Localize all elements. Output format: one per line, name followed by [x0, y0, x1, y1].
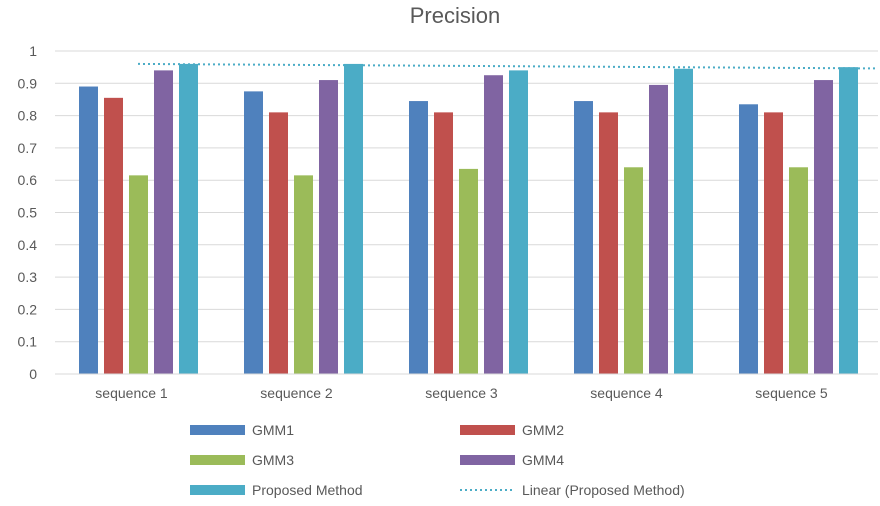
legend-label: GMM3 — [252, 452, 294, 468]
legend-label: Proposed Method — [252, 482, 363, 498]
x-tick-label: sequence 4 — [590, 385, 663, 401]
bar-gmm4 — [484, 75, 503, 374]
legend-swatch — [460, 425, 515, 435]
y-tick-label: 0.2 — [18, 301, 38, 317]
bar-gmm1 — [409, 101, 428, 374]
bar-gmm3 — [294, 175, 313, 374]
chart-title: Precision — [410, 3, 500, 28]
y-tick-label: 0.4 — [18, 237, 38, 253]
x-tick-label: sequence 2 — [260, 385, 333, 401]
bar-proposed-method — [839, 67, 858, 375]
y-tick-label: 0.7 — [18, 140, 38, 156]
legend-entry: GMM3 — [190, 452, 294, 468]
bar-proposed-method — [509, 70, 528, 374]
bar-gmm2 — [104, 97, 123, 375]
y-tick-label: 0.6 — [18, 172, 38, 188]
bar-gmm4 — [649, 84, 668, 374]
bars — [79, 63, 858, 375]
bar-gmm3 — [129, 175, 148, 374]
legend: GMM1 GMM2 GMM3 GMM4 Proposed Method Linear (P… — [190, 422, 685, 498]
legend-entry: GMM1 — [190, 422, 294, 438]
legend-entry: Proposed Method — [190, 482, 363, 498]
bar-gmm1 — [574, 101, 593, 374]
bar-proposed-method — [179, 63, 198, 375]
x-tick-label: sequence 1 — [95, 385, 168, 401]
legend-swatch — [190, 425, 245, 435]
bar-gmm4 — [814, 80, 833, 374]
legend-label: GMM4 — [522, 452, 564, 468]
bar-proposed-method — [344, 63, 363, 375]
y-tick-label: 0 — [29, 366, 37, 382]
bar-gmm2 — [764, 112, 783, 375]
y-axis: 0 0.1 0.2 0.3 0.4 0.5 0.6 0.7 0.8 0.9 1 — [18, 43, 38, 382]
x-tick-label: sequence 3 — [425, 385, 498, 401]
y-tick-label: 0.3 — [18, 269, 38, 285]
bar-gmm2 — [434, 112, 453, 375]
legend-entry: GMM2 — [460, 422, 564, 438]
bar-gmm4 — [319, 80, 338, 374]
legend-label: GMM2 — [522, 422, 564, 438]
y-tick-label: 1 — [29, 43, 37, 59]
trendline — [137, 62, 879, 70]
legend-label: GMM1 — [252, 422, 294, 438]
bar-gmm1 — [79, 86, 98, 374]
legend-swatch — [460, 455, 515, 465]
legend-entry: GMM4 — [460, 452, 564, 468]
x-tick-label: sequence 5 — [755, 385, 828, 401]
legend-swatch — [190, 485, 245, 495]
legend-label: Linear (Proposed Method) — [522, 482, 685, 498]
trendline-proposed-method — [137, 62, 879, 70]
bar-gmm2 — [269, 112, 288, 375]
legend-entry: Linear (Proposed Method) — [460, 482, 685, 498]
bar-gmm1 — [244, 91, 263, 374]
bar-gmm3 — [789, 167, 808, 374]
y-tick-label: 0.5 — [18, 205, 38, 221]
bar-proposed-method — [674, 68, 693, 374]
y-tick-label: 0.1 — [18, 334, 38, 350]
legend-swatch — [190, 455, 245, 465]
bar-gmm3 — [624, 167, 643, 374]
y-tick-label: 0.9 — [18, 75, 38, 91]
bar-gmm4 — [154, 70, 173, 374]
bar-gmm3 — [459, 168, 478, 374]
x-axis: sequence 1 sequence 2 sequence 3 sequence 4… — [55, 373, 878, 401]
bar-gmm1 — [739, 104, 758, 375]
y-tick-label: 0.8 — [18, 108, 38, 124]
bar-gmm2 — [599, 112, 618, 375]
